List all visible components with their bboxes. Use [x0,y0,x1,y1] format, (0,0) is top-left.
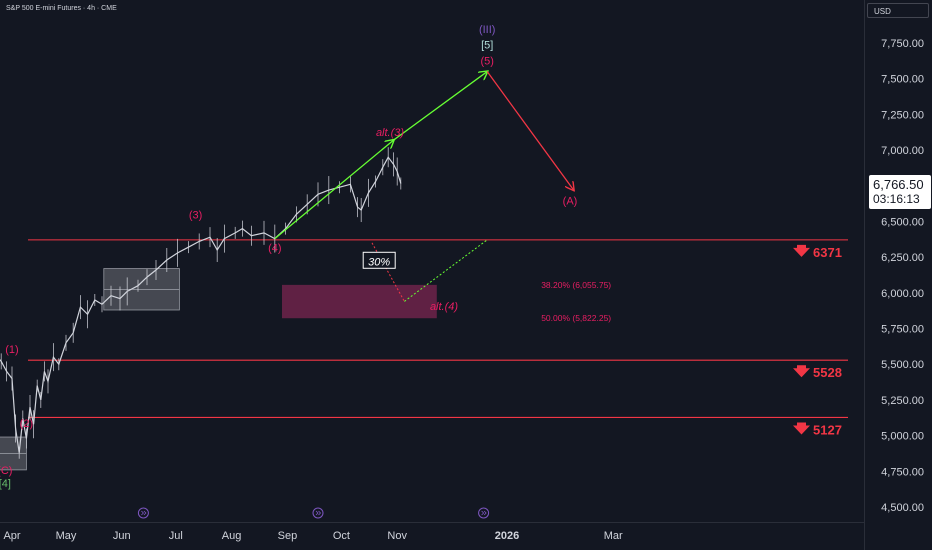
wave-label: (A) [563,195,578,207]
alt-wave-4-target-zone [282,284,437,319]
economic-event-icon [312,507,324,519]
price-axis-separator [864,0,865,550]
time-axis-separator [0,522,864,523]
y-tick-label: 5,500.00 [881,359,924,371]
last-price-tag: 6,766.50 03:16:13 [869,175,931,209]
green-dotted-from-alt4 [404,239,488,302]
fib-level-label: 50.00% (5,822.25) [541,313,611,323]
green-arrow-to-alt3 [274,140,394,240]
y-tick-label: 7,250.00 [881,109,924,121]
y-tick-label: 7,500.00 [881,74,924,86]
wave-label: [5] [481,40,493,52]
green-arrow-to-wave5 [393,72,488,141]
x-tick-label: 2026 [495,530,519,542]
bar-countdown: 03:16:13 [873,192,920,206]
event-chevron-icon [481,510,487,516]
level-arrow-down-icon [793,365,810,378]
wave-label: (2) [20,418,33,430]
y-tick-label: 5,000.00 [881,431,924,443]
red-dotted-to-alt4 [371,242,405,302]
x-tick-label: Sep [278,530,298,542]
level-arrow-down-icon [793,244,810,257]
y-tick-label: 6,250.00 [881,252,924,264]
wave-label: alt.(4) [430,301,458,313]
economic-event-icon [137,507,149,519]
symbol-title: S&P 500 E-mini Futures · 4h · CME [6,5,117,12]
last-price: 6,766.50 [873,177,924,192]
wave-label: (3) [189,210,202,222]
currency-selector[interactable]: USD [867,3,929,18]
x-tick-label: May [56,530,77,542]
level-label-5528: 5528 [813,365,842,380]
y-tick-label: 7,750.00 [881,38,924,50]
fib-level-label: 38.20% (6,055.75) [541,280,611,290]
y-tick-label: 4,750.00 [881,466,924,478]
y-tick-label: 4,500.00 [881,502,924,514]
x-tick-label: Jun [113,530,131,542]
probability-label: 30% [368,256,390,268]
y-tick-label: 7,000.00 [881,145,924,157]
event-chevron-icon [141,510,147,516]
x-tick-label: Aug [222,530,242,542]
y-tick-label: 6,500.00 [881,216,924,228]
x-tick-label: Jul [169,530,183,542]
wave-label: alt.(3) [376,127,404,139]
x-tick-label: Mar [604,530,623,542]
wave-label: (1) [5,344,18,356]
event-chevron-icon [315,510,322,516]
level-label-5127: 5127 [813,422,842,437]
red-arrow-to-wave-a [486,71,573,190]
price-series [0,156,402,453]
level-label-6371: 6371 [813,245,842,260]
wave-label: [4] [0,478,11,490]
wave-label: (C) [0,465,12,477]
x-tick-label: Apr [3,530,20,542]
wave-label: (III) [479,24,496,36]
y-tick-label: 6,000.00 [881,288,924,300]
wave-label: (5) [480,55,493,67]
economic-event-icon [478,507,490,519]
y-tick-label: 5,750.00 [881,324,924,336]
wave-label: (4) [268,242,281,254]
x-tick-label: Oct [333,530,350,542]
y-tick-label: 5,250.00 [881,395,924,407]
level-arrow-down-icon [793,422,810,435]
probability-box [362,251,396,269]
x-tick-label: Nov [387,530,407,542]
